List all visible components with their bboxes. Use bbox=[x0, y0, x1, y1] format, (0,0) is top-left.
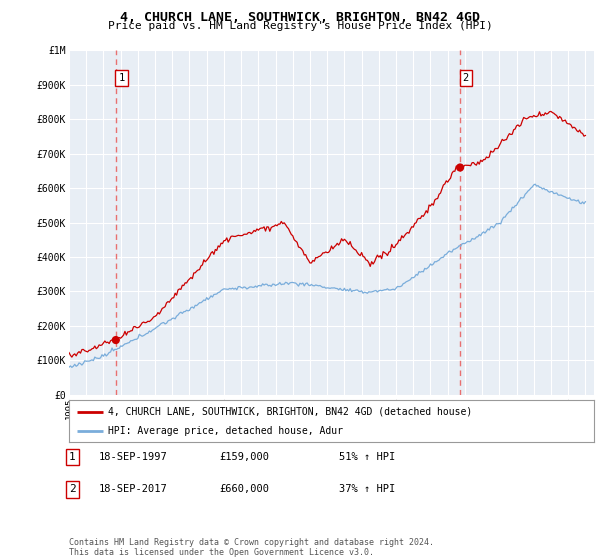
Text: 2: 2 bbox=[69, 484, 76, 494]
Text: 4, CHURCH LANE, SOUTHWICK, BRIGHTON, BN42 4GD (detached house): 4, CHURCH LANE, SOUTHWICK, BRIGHTON, BN4… bbox=[109, 407, 473, 417]
Text: 2: 2 bbox=[463, 73, 469, 83]
Text: 37% ↑ HPI: 37% ↑ HPI bbox=[339, 484, 395, 494]
Text: Price paid vs. HM Land Registry's House Price Index (HPI): Price paid vs. HM Land Registry's House … bbox=[107, 21, 493, 31]
Point bbox=[111, 335, 121, 344]
Text: HPI: Average price, detached house, Adur: HPI: Average price, detached house, Adur bbox=[109, 426, 343, 436]
Text: £660,000: £660,000 bbox=[219, 484, 269, 494]
Text: Contains HM Land Registry data © Crown copyright and database right 2024.
This d: Contains HM Land Registry data © Crown c… bbox=[69, 538, 434, 557]
Text: 51% ↑ HPI: 51% ↑ HPI bbox=[339, 452, 395, 462]
Text: 1: 1 bbox=[118, 73, 125, 83]
Point bbox=[455, 163, 465, 172]
Text: 1: 1 bbox=[69, 452, 76, 462]
Text: 18-SEP-1997: 18-SEP-1997 bbox=[99, 452, 168, 462]
Text: £159,000: £159,000 bbox=[219, 452, 269, 462]
Text: 4, CHURCH LANE, SOUTHWICK, BRIGHTON, BN42 4GD: 4, CHURCH LANE, SOUTHWICK, BRIGHTON, BN4… bbox=[120, 11, 480, 24]
Text: 18-SEP-2017: 18-SEP-2017 bbox=[99, 484, 168, 494]
